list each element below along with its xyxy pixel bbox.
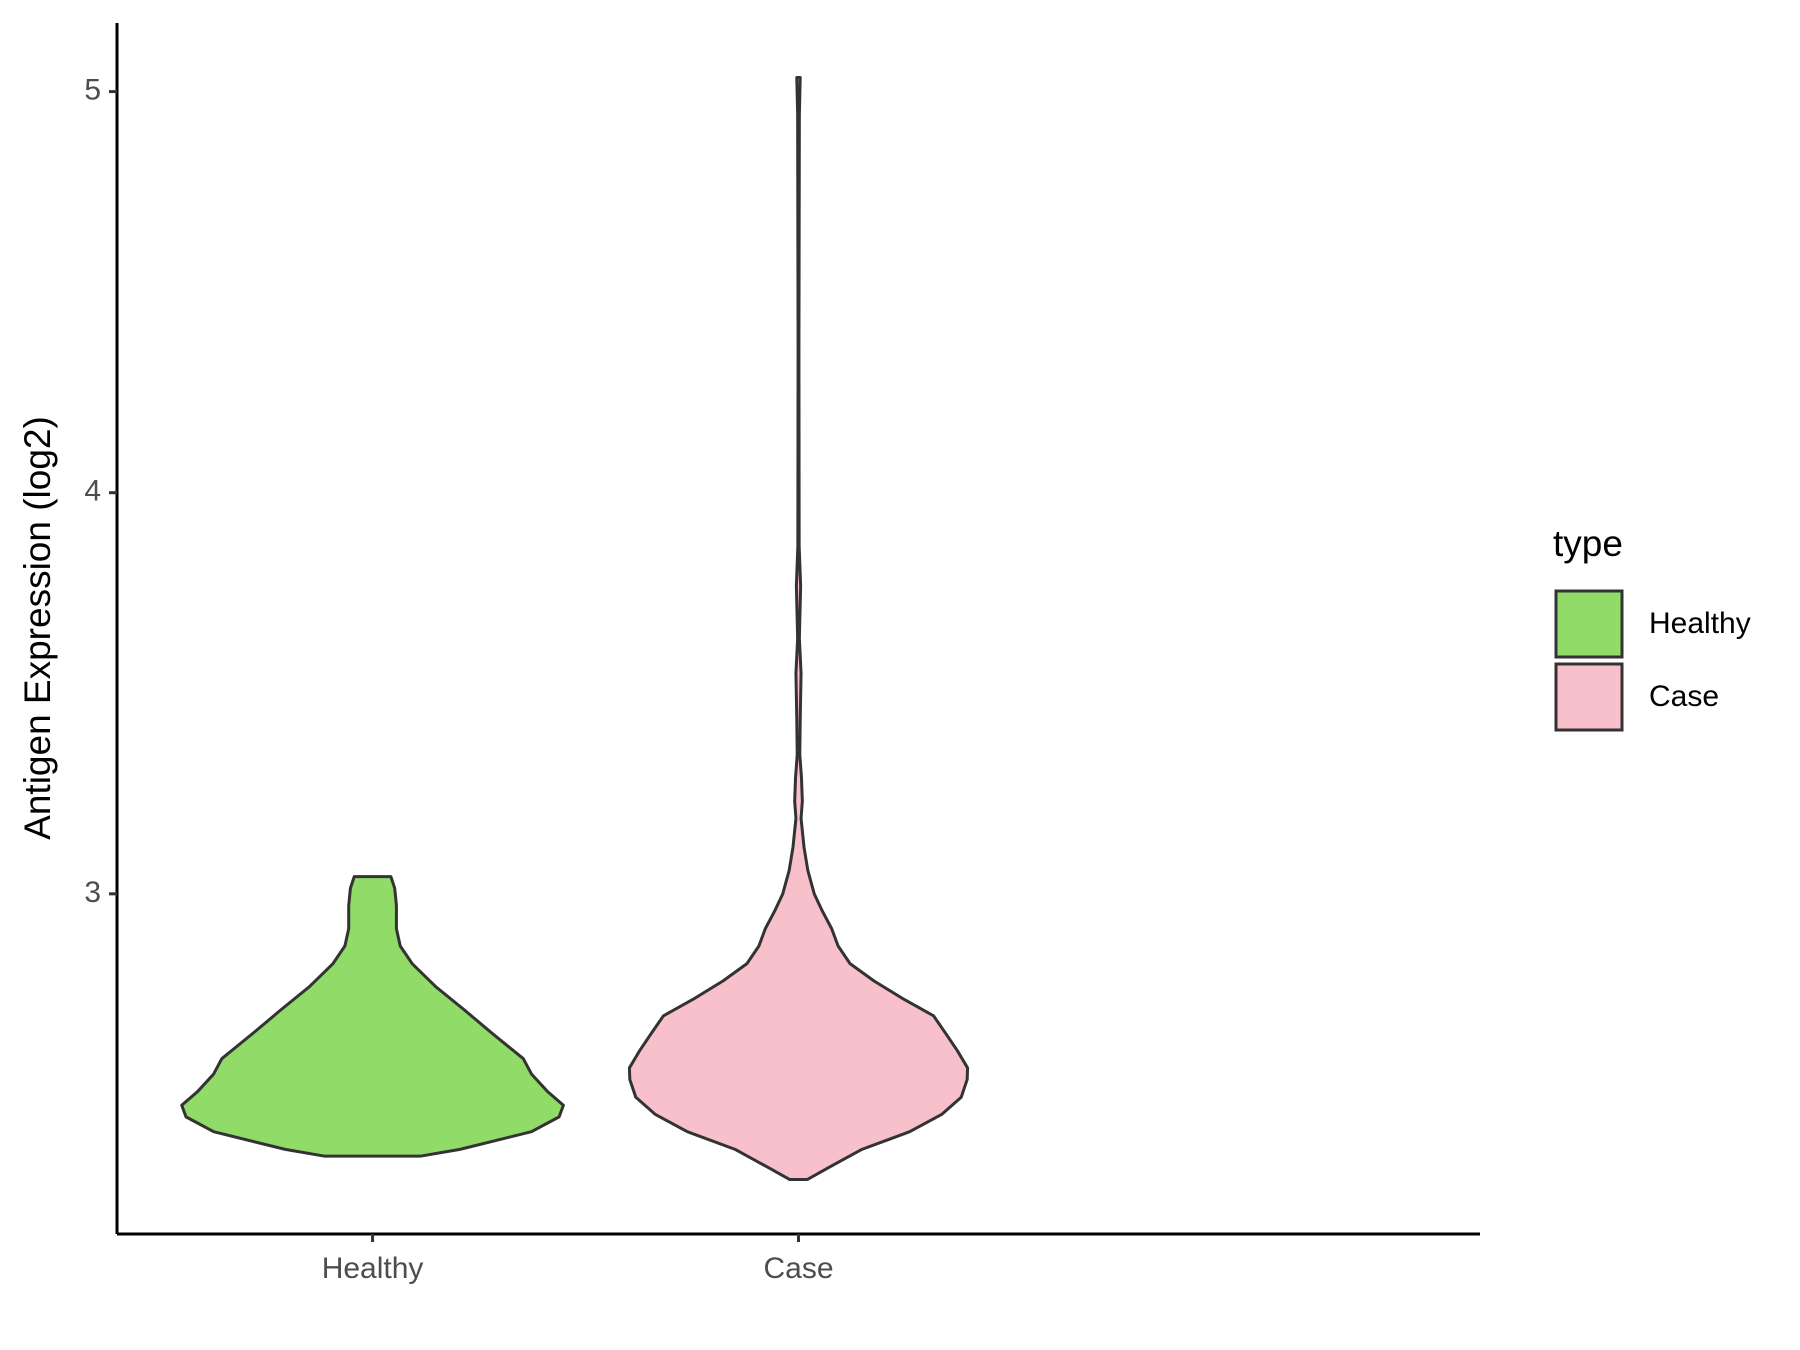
y-tick-label: 4 — [84, 475, 101, 508]
violin — [180, 875, 565, 1158]
legend-key — [1554, 662, 1624, 732]
y-tick-label: 5 — [84, 74, 101, 107]
x-tick-label: Healthy — [322, 1252, 424, 1285]
legend-label: Healthy — [1649, 607, 1751, 640]
violin — [627, 76, 970, 1181]
x-tick-label: Case — [763, 1252, 833, 1285]
legend-label: Case — [1649, 680, 1719, 713]
legend-key — [1554, 589, 1624, 659]
y-axis-title: Antigen Expression (log2) — [17, 416, 58, 840]
y-tick-label: 3 — [84, 876, 101, 909]
legend-title: type — [1553, 523, 1623, 564]
